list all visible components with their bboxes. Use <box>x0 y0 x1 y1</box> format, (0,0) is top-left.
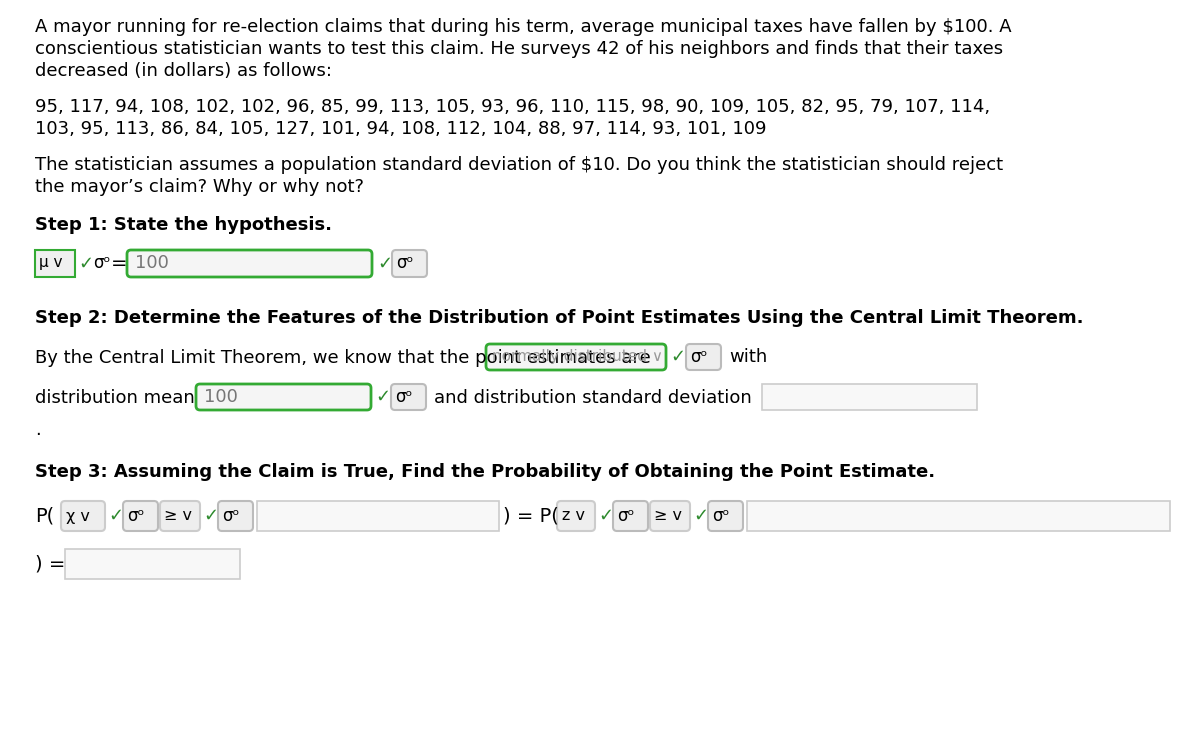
FancyBboxPatch shape <box>391 384 426 410</box>
Text: σᵒ: σᵒ <box>712 507 730 525</box>
Text: ✓: ✓ <box>108 507 124 525</box>
FancyBboxPatch shape <box>486 344 666 370</box>
FancyBboxPatch shape <box>160 501 200 531</box>
FancyBboxPatch shape <box>557 501 595 531</box>
Text: σᵒ: σᵒ <box>222 507 239 525</box>
FancyBboxPatch shape <box>35 250 74 277</box>
FancyBboxPatch shape <box>257 501 499 531</box>
Text: 100: 100 <box>204 388 238 406</box>
Text: the mayor’s claim? Why or why not?: the mayor’s claim? Why or why not? <box>35 178 364 196</box>
Text: decreased (in dollars) as follows:: decreased (in dollars) as follows: <box>35 62 332 80</box>
Text: μ v: μ v <box>38 255 62 270</box>
Text: .: . <box>35 421 41 439</box>
FancyBboxPatch shape <box>218 501 253 531</box>
Text: σᵒ: σᵒ <box>127 507 144 525</box>
FancyBboxPatch shape <box>708 501 743 531</box>
FancyBboxPatch shape <box>650 501 690 531</box>
FancyBboxPatch shape <box>392 250 427 277</box>
FancyBboxPatch shape <box>613 501 648 531</box>
Text: χ v: χ v <box>66 508 90 523</box>
Text: ✓: ✓ <box>78 254 94 272</box>
Text: By the Central Limit Theorem, we know that the point estimates are: By the Central Limit Theorem, we know th… <box>35 349 650 367</box>
Text: σᵒ: σᵒ <box>94 254 110 272</box>
Text: ✓: ✓ <box>670 348 685 366</box>
FancyBboxPatch shape <box>762 384 977 410</box>
FancyBboxPatch shape <box>746 501 1170 531</box>
Text: σᵒ: σᵒ <box>690 348 707 366</box>
Text: ≥ v: ≥ v <box>654 508 682 523</box>
Text: ) =: ) = <box>35 555 65 574</box>
Text: σᵒ: σᵒ <box>396 254 413 272</box>
Text: z v: z v <box>562 508 586 523</box>
Text: A mayor running for re-election claims that during his term, average municipal t: A mayor running for re-election claims t… <box>35 18 1012 36</box>
FancyBboxPatch shape <box>61 501 106 531</box>
Text: 100: 100 <box>134 254 169 272</box>
Text: ✓: ✓ <box>377 254 392 272</box>
Text: ✓: ✓ <box>203 507 218 525</box>
FancyBboxPatch shape <box>127 250 372 277</box>
Text: 103, 95, 113, 86, 84, 105, 127, 101, 94, 108, 112, 104, 88, 97, 114, 93, 101, 10: 103, 95, 113, 86, 84, 105, 127, 101, 94,… <box>35 120 767 138</box>
Text: Step 2: Determine the Features of the Distribution of Point Estimates Using the : Step 2: Determine the Features of the Di… <box>35 309 1084 327</box>
Text: 95, 117, 94, 108, 102, 102, 96, 85, 99, 113, 105, 93, 96, 110, 115, 98, 90, 109,: 95, 117, 94, 108, 102, 102, 96, 85, 99, … <box>35 98 990 116</box>
Text: Step 3: Assuming the Claim is True, Find the Probability of Obtaining the Point : Step 3: Assuming the Claim is True, Find… <box>35 463 935 481</box>
Text: conscientious statistician wants to test this claim. He surveys 42 of his neighb: conscientious statistician wants to test… <box>35 40 1003 58</box>
Text: =: = <box>112 254 127 273</box>
Text: and distribution standard deviation: and distribution standard deviation <box>434 389 751 407</box>
Text: ✓: ✓ <box>694 507 708 525</box>
Text: ≥ v: ≥ v <box>164 508 192 523</box>
FancyBboxPatch shape <box>686 344 721 370</box>
Text: normally distributed ∨: normally distributed ∨ <box>492 350 662 365</box>
Text: ) = P(: ) = P( <box>503 507 559 526</box>
FancyBboxPatch shape <box>196 384 371 410</box>
FancyBboxPatch shape <box>65 549 240 579</box>
Text: distribution mean: distribution mean <box>35 389 194 407</box>
Text: Step 1: State the hypothesis.: Step 1: State the hypothesis. <box>35 216 332 234</box>
Text: ✓: ✓ <box>374 388 390 406</box>
Text: with: with <box>730 348 767 366</box>
Text: σᵒ: σᵒ <box>617 507 635 525</box>
Text: ✓: ✓ <box>598 507 613 525</box>
Text: P(: P( <box>35 507 54 526</box>
Text: The statistician assumes a population standard deviation of $10. Do you think th: The statistician assumes a population st… <box>35 156 1003 174</box>
FancyBboxPatch shape <box>124 501 158 531</box>
Text: σᵒ: σᵒ <box>395 388 413 406</box>
